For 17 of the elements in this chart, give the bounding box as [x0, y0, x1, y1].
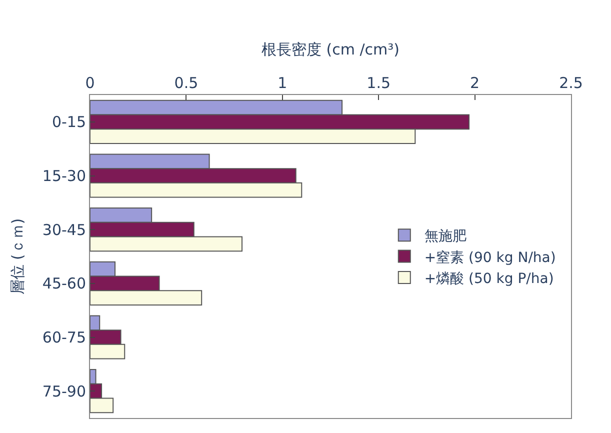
- x-axis-title: 根長密度 (cm /cm³): [261, 40, 400, 58]
- y-tick-label: 45-60: [42, 274, 86, 293]
- x-tick-label: 0.5: [174, 74, 198, 92]
- x-tick-label: 2.5: [559, 74, 583, 92]
- y-tick-label: 60-75: [42, 328, 86, 346]
- y-axis-title: 層位 (ｃｍ): [8, 218, 27, 295]
- x-tick-label: 1.5: [366, 74, 391, 92]
- x-tick-label: 1: [278, 74, 288, 92]
- legend-label: +燐酸 (50 kg P/ha): [424, 270, 554, 287]
- y-tick-label: 0-15: [52, 113, 86, 132]
- x-tick-label: 0: [85, 74, 95, 92]
- y-tick-label: 30-45: [42, 220, 86, 239]
- y-tick-label: 15-30: [42, 167, 86, 185]
- legend-label: 無施肥: [424, 228, 466, 245]
- x-tick-label: 2: [470, 74, 480, 92]
- y-tick-label: 75-90: [42, 382, 86, 400]
- legend-label: +窒素 (90 kg N/ha): [424, 250, 556, 266]
